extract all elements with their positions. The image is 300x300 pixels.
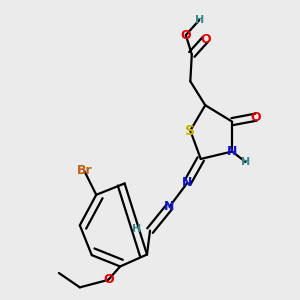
Text: H: H	[241, 157, 250, 167]
Text: S: S	[185, 124, 195, 138]
Text: N: N	[227, 145, 237, 158]
Text: O: O	[181, 28, 191, 41]
Text: Br: Br	[76, 164, 92, 177]
Text: N: N	[164, 200, 175, 213]
Text: H: H	[132, 224, 141, 234]
Text: N: N	[182, 176, 193, 189]
Text: O: O	[251, 111, 261, 124]
Text: H: H	[195, 15, 204, 25]
Text: O: O	[103, 273, 113, 286]
Text: O: O	[200, 33, 211, 46]
